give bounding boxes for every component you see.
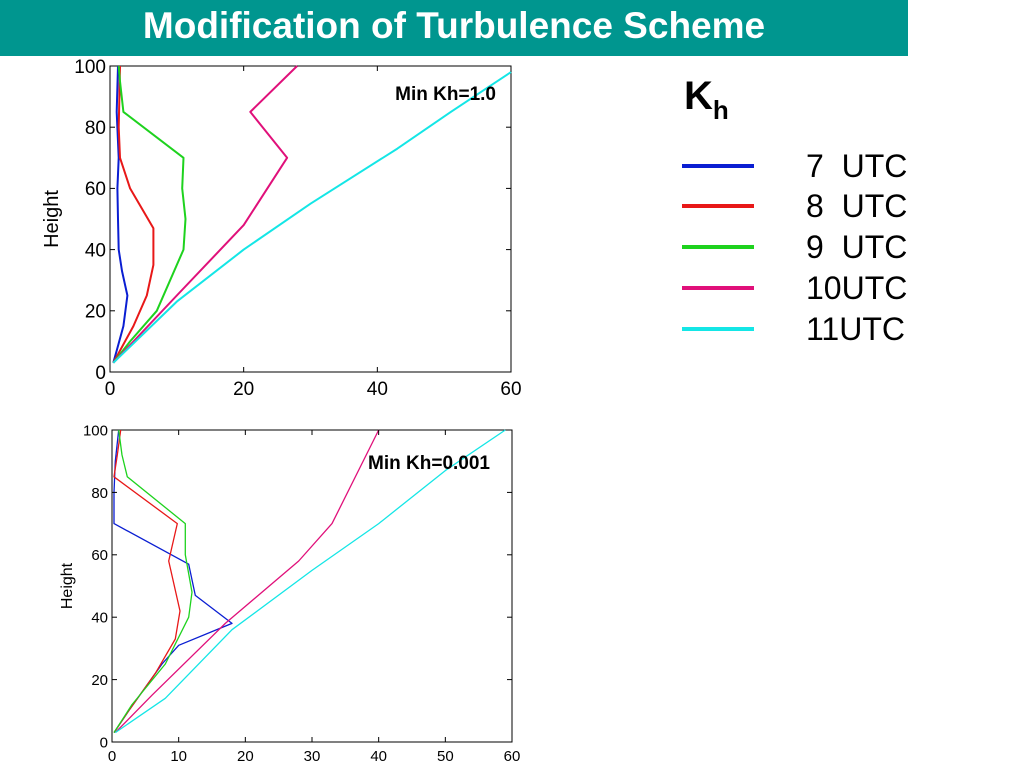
chart-min-kh-1: 0 20 40 60 0 20 40 60 80 100 Height Min Kh=1.0 bbox=[41, 57, 522, 400]
x-tick-label: 40 bbox=[367, 379, 388, 400]
legend-swatch bbox=[682, 286, 754, 290]
x-tick-label: 50 bbox=[437, 748, 454, 765]
y-tick-label: 80 bbox=[85, 118, 106, 139]
y-tick-label: 100 bbox=[74, 57, 106, 78]
y-tick-label: 60 bbox=[91, 547, 108, 564]
legend-title: Kh bbox=[684, 74, 729, 125]
x-tick-label: 40 bbox=[370, 748, 387, 765]
x-tick-label: 20 bbox=[237, 748, 254, 765]
chart-annotation: Min Kh=1.0 bbox=[395, 84, 496, 105]
y-tick-label: 0 bbox=[95, 363, 106, 384]
y-tick-label: 100 bbox=[83, 422, 108, 439]
legend-swatch bbox=[682, 164, 754, 168]
series-line-4 bbox=[114, 429, 380, 734]
y-axis-label: Height bbox=[41, 190, 63, 248]
series-line-3 bbox=[112, 65, 187, 364]
y-tick-label: 40 bbox=[85, 240, 106, 261]
legend-item: 8 UTC bbox=[682, 188, 982, 228]
plot-frame bbox=[111, 429, 513, 743]
series-line-3 bbox=[113, 429, 193, 733]
legend-label: 7 UTC bbox=[806, 148, 908, 184]
y-tick-label: 0 bbox=[100, 734, 108, 751]
y-tick-label: 20 bbox=[91, 672, 108, 689]
legend-label: 11UTC bbox=[806, 311, 905, 347]
chart-annotation: Min Kh=0.001 bbox=[368, 453, 490, 474]
title-bar: Modification of Turbulence Scheme bbox=[0, 0, 908, 56]
series-line-5 bbox=[114, 429, 506, 734]
legend-item: 11UTC bbox=[682, 311, 982, 351]
y-axis-label: Height bbox=[59, 562, 76, 609]
legend-label: 10UTC bbox=[806, 270, 908, 306]
series-line-1 bbox=[112, 65, 129, 364]
legend-label: 8 UTC bbox=[806, 188, 908, 224]
x-tick-label: 30 bbox=[304, 748, 321, 765]
x-tick-label: 0 bbox=[108, 748, 116, 765]
series-line-4 bbox=[112, 65, 298, 364]
page-title: Modification of Turbulence Scheme bbox=[142, 5, 766, 46]
legend-item: 9 UTC bbox=[682, 229, 982, 269]
legend-swatch bbox=[682, 327, 754, 331]
x-tick-label: 0 bbox=[105, 379, 116, 400]
series-line-5 bbox=[112, 71, 512, 364]
series-line-2 bbox=[112, 65, 155, 364]
x-tick-label: 60 bbox=[504, 748, 521, 765]
y-tick-label: 40 bbox=[91, 610, 108, 627]
legend-swatch bbox=[682, 245, 754, 249]
chart-min-kh-0001: 0 10 20 30 40 50 60 0 20 40 60 80 100 Height Min Kh=0.… bbox=[59, 422, 521, 765]
x-tick-label: 60 bbox=[500, 379, 521, 400]
x-tick-label: 10 bbox=[170, 748, 187, 765]
y-tick-label: 20 bbox=[85, 302, 106, 323]
legend-label: 9 UTC bbox=[806, 229, 908, 265]
y-tick-label: 60 bbox=[85, 179, 106, 200]
legend-swatch bbox=[682, 204, 754, 208]
legend-item: 10UTC bbox=[682, 270, 982, 310]
plot-frame bbox=[109, 65, 512, 373]
x-tick-label: 20 bbox=[233, 379, 254, 400]
y-tick-label: 80 bbox=[91, 485, 108, 502]
legend-item: 7 UTC bbox=[682, 148, 982, 188]
